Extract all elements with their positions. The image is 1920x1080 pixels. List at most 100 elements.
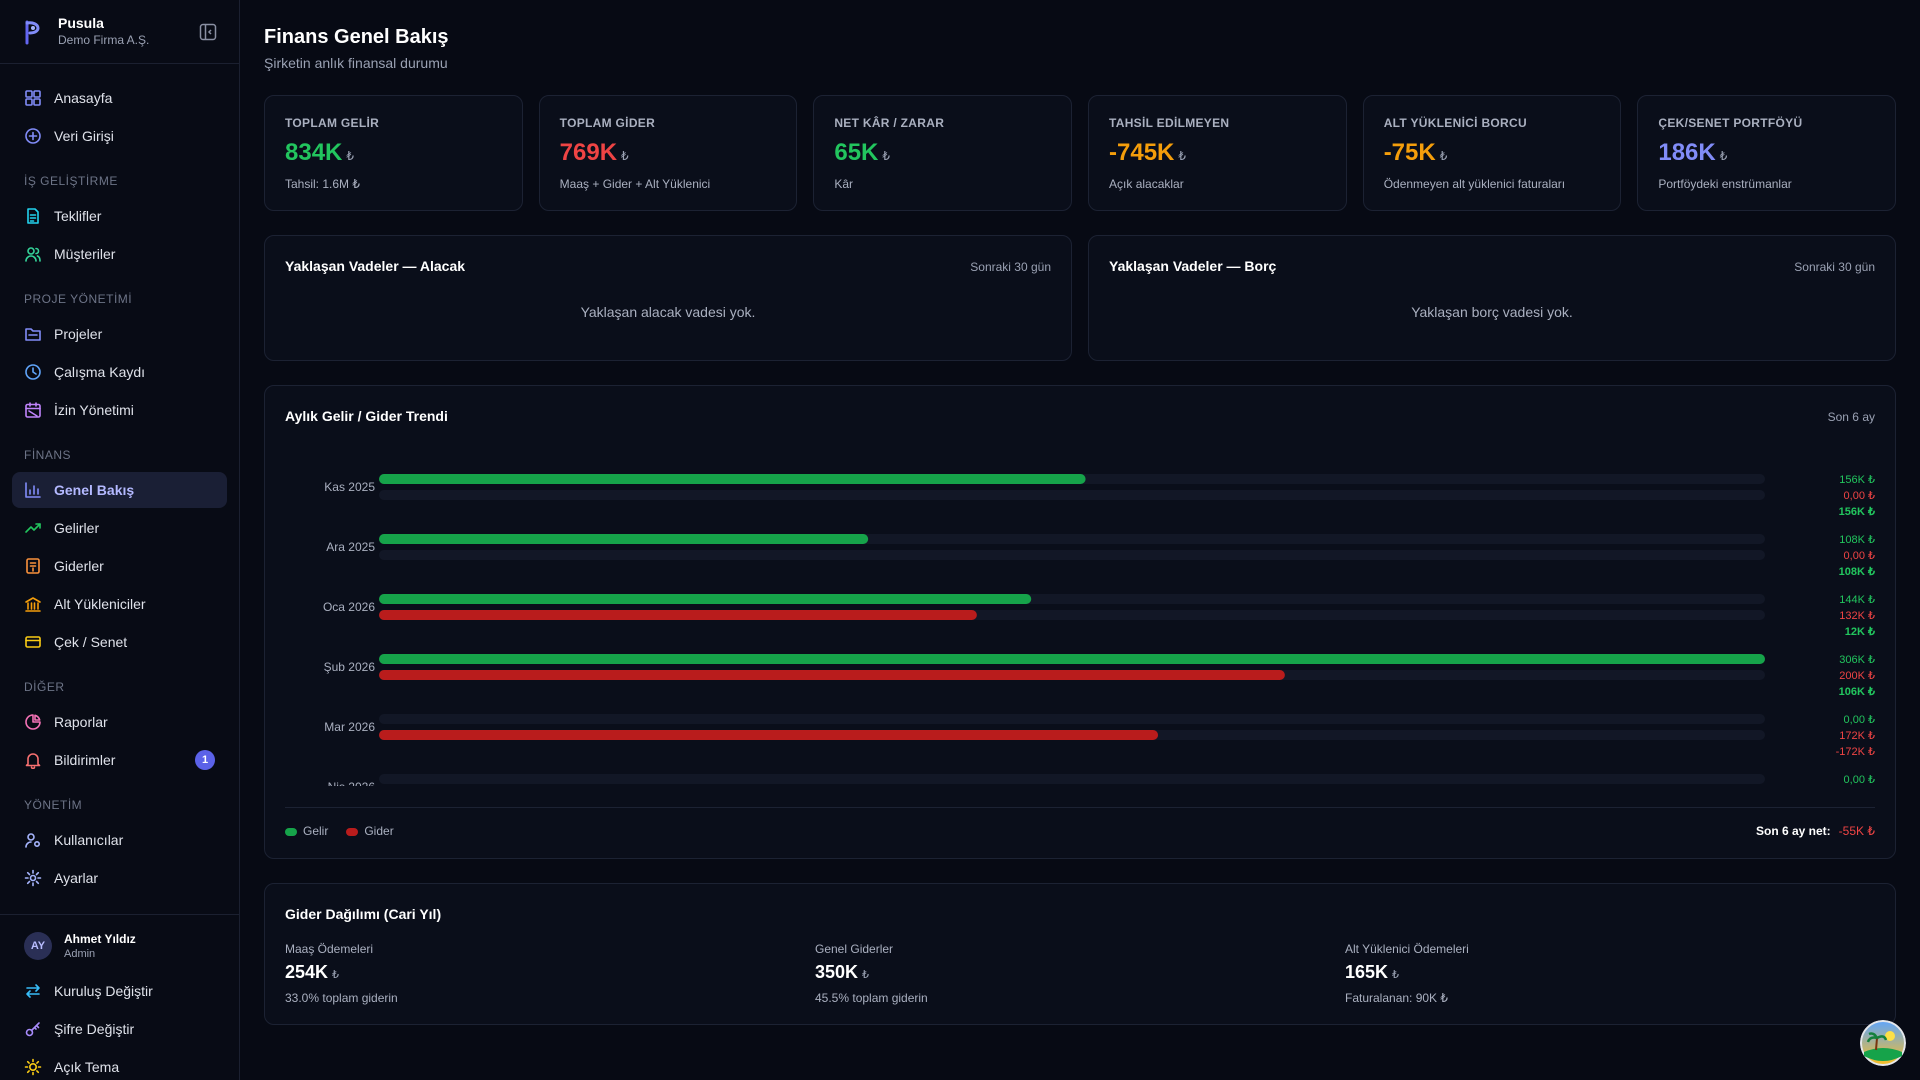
avatar: AY bbox=[24, 932, 52, 960]
sidebar-item-label: Bildirimler bbox=[54, 752, 116, 768]
kpi-card: ALT YÜKLENİCİ BORCU -75K ₺ Ödenmeyen alt … bbox=[1362, 95, 1622, 211]
income-value-label: 144K ₺ bbox=[1839, 594, 1875, 606]
sidebar-item-card[interactable]: Çek / Senet bbox=[12, 624, 227, 660]
distribution-note: 33.0% toplam giderin bbox=[285, 991, 398, 1005]
legend-income: Gelir bbox=[285, 824, 328, 838]
sidebar-item-home-grid[interactable]: Anasayfa bbox=[12, 80, 227, 116]
bar-track bbox=[379, 490, 1765, 500]
currency-symbol: ₺ bbox=[1439, 149, 1448, 163]
month-tick-label: Oca 2026 bbox=[323, 600, 375, 614]
distribution-label: Alt Yüklenici Ödemeleri bbox=[1345, 942, 1469, 956]
brand-header: Pusula Demo Firma A.Ş. bbox=[0, 0, 239, 64]
legend-swatch bbox=[346, 827, 359, 836]
user-name: Ahmet Yıldız bbox=[64, 931, 136, 946]
distribution-item: Genel Giderler 350K ₺ 45.5% toplam gideri… bbox=[815, 942, 1345, 1005]
sidebar-item-label: Şifre Değiştir bbox=[54, 1021, 135, 1037]
expense-value-label: 132K ₺ bbox=[1839, 610, 1875, 622]
upcoming-dues: Yaklaşan Vadeler — Alacak Sonraki 30 gün… bbox=[264, 235, 1896, 361]
sidebar-item-swap[interactable]: Kuruluş Değiştir bbox=[12, 973, 227, 1009]
sidebar-item-label: Kullanıcılar bbox=[54, 832, 124, 848]
notification-badge: 1 bbox=[195, 750, 215, 770]
net-value-label: 106K ₺ bbox=[1839, 686, 1875, 698]
bank-icon bbox=[25, 597, 41, 612]
pie-chart-icon bbox=[25, 714, 41, 730]
bar-track bbox=[379, 714, 1765, 724]
sidebar-item-users[interactable]: Müşteriler bbox=[12, 236, 227, 272]
sidebar-item-folder[interactable]: Projeler bbox=[12, 316, 227, 352]
month-tick-label: Ara 2025 bbox=[326, 540, 375, 554]
kpi-label: TOPLAM GİDER bbox=[559, 116, 656, 130]
expense-value-label: 0,00 ₺ bbox=[1844, 550, 1875, 562]
upcoming-receivables-card: Yaklaşan Vadeler — Alacak Sonraki 30 gün… bbox=[264, 235, 1072, 361]
receipt-icon bbox=[26, 558, 40, 574]
sidebar-item-label: Projeler bbox=[54, 326, 103, 342]
income-value-label: 156K ₺ bbox=[1839, 474, 1875, 486]
empty-state: Yaklaşan borç vadesi yok. bbox=[1411, 304, 1573, 320]
distribution-value-row: 254K ₺ bbox=[285, 962, 815, 983]
assistant-avatar-button[interactable] bbox=[1860, 1020, 1906, 1066]
sidebar-item-plus-circle[interactable]: Veri Girişi bbox=[12, 118, 227, 154]
distribution-value-row: 165K ₺ bbox=[1345, 962, 1875, 983]
distribution-value: 165K bbox=[1345, 962, 1389, 982]
home-grid-icon bbox=[25, 90, 41, 106]
sidebar-item-receipt[interactable]: Giderler bbox=[12, 548, 227, 584]
kpi-card: ÇEK/SENET PORTFÖYÜ 186K ₺ Portföydeki ens… bbox=[1637, 95, 1897, 211]
sidebar-item-user-gear[interactable]: Kullanıcılar bbox=[12, 822, 227, 858]
bar-track bbox=[379, 550, 1765, 560]
sidebar-item-pie-chart[interactable]: Raporlar bbox=[12, 704, 227, 740]
income-value-label: 0,00 ₺ bbox=[1844, 714, 1875, 726]
kpi-value: 769K bbox=[559, 139, 618, 166]
currency-symbol: ₺ bbox=[1392, 969, 1400, 981]
net-value-label: 108K ₺ bbox=[1839, 566, 1875, 578]
net-value-label: 12K ₺ bbox=[1845, 626, 1875, 638]
sidebar-item-sun[interactable]: Açık Tema bbox=[12, 1049, 227, 1080]
sidebar-item-bank[interactable]: Alt Yükleniciler bbox=[12, 586, 227, 622]
kpi-card: TOPLAM GELİR 834K ₺ Tahsil: 1.6M ₺ bbox=[264, 95, 523, 211]
six-month-net: Son 6 ay net: -55K ₺ bbox=[1756, 824, 1875, 838]
divider bbox=[285, 807, 1875, 808]
sidebar-item-label: Alt Yükleniciler bbox=[54, 596, 146, 612]
net-label: Son 6 ay net: bbox=[1755, 824, 1831, 838]
income-value-label: 0,00 ₺ bbox=[1844, 774, 1875, 786]
legend-swatch bbox=[285, 827, 297, 836]
currency-symbol: ₺ bbox=[1719, 149, 1728, 163]
kpi-card: TAHSİL EDİLMEYEN -745K ₺ Açık alacaklar bbox=[1088, 95, 1347, 211]
month-tick-label: Şub 2026 bbox=[324, 660, 376, 674]
sidebar-item-document[interactable]: Teklifler bbox=[12, 198, 227, 234]
kpi-note: Ödenmeyen alt yüklenici faturaları bbox=[1383, 177, 1566, 191]
legend-label: Gelir bbox=[303, 824, 329, 838]
sidebar-item-bar-chart[interactable]: Genel Bakış bbox=[12, 472, 227, 508]
income-bar bbox=[379, 654, 1765, 664]
sidebar-item-trending-up[interactable]: Gelirler bbox=[12, 510, 227, 546]
main-navigation: Anasayfa Veri Girişi İŞ GELİŞTİRME Tekli… bbox=[0, 64, 239, 896]
month-tick-label: Kas 2025 bbox=[324, 480, 375, 494]
upcoming-payables-card: Yaklaşan Vadeler — Borç Sonraki 30 gün Y… bbox=[1088, 235, 1896, 361]
user-profile[interactable]: AY Ahmet Yıldız Admin bbox=[0, 927, 239, 965]
distribution-label: Maaş Ödemeleri bbox=[285, 942, 374, 956]
sidebar-item-bell[interactable]: Bildirimler 1 bbox=[12, 742, 227, 778]
gear-icon bbox=[24, 869, 42, 887]
sidebar-item-clock[interactable]: Çalışma Kaydı bbox=[12, 354, 227, 390]
sidebar-item-gear[interactable]: Ayarlar bbox=[12, 860, 227, 896]
nav-section-title: PROJE YÖNETİMİ bbox=[24, 292, 133, 306]
month-tick-label: Mar 2026 bbox=[324, 720, 375, 734]
nav-section-title: DİĞER bbox=[24, 680, 65, 694]
sidebar-item-label: Teklifler bbox=[54, 208, 102, 224]
sidebar-item-label: Giderler bbox=[54, 558, 104, 574]
sidebar-item-label: Kuruluş Değiştir bbox=[54, 983, 153, 999]
kpi-value: 65K bbox=[834, 139, 879, 166]
kpi-label: TAHSİL EDİLMEYEN bbox=[1109, 116, 1230, 130]
collapse-sidebar-icon[interactable] bbox=[199, 23, 217, 41]
kpi-note: Kâr bbox=[834, 177, 854, 191]
brand-name: Pusula bbox=[58, 15, 104, 31]
expense-bar bbox=[379, 670, 1285, 680]
income-value-label: 108K ₺ bbox=[1839, 534, 1875, 546]
kpi-value: 834K bbox=[285, 139, 343, 166]
sidebar-item-key[interactable]: Şifre Değiştir bbox=[12, 1011, 227, 1047]
distribution-item: Alt Yüklenici Ödemeleri 165K ₺ Faturalana… bbox=[1345, 942, 1875, 1005]
expense-bar bbox=[379, 730, 1159, 740]
nav-section-title: FİNANS bbox=[24, 448, 72, 462]
income-bar bbox=[379, 594, 1032, 604]
range-label: Sonraki 30 gün bbox=[1794, 260, 1875, 274]
sidebar-item-calendar-off[interactable]: İzin Yönetimi bbox=[12, 392, 227, 428]
